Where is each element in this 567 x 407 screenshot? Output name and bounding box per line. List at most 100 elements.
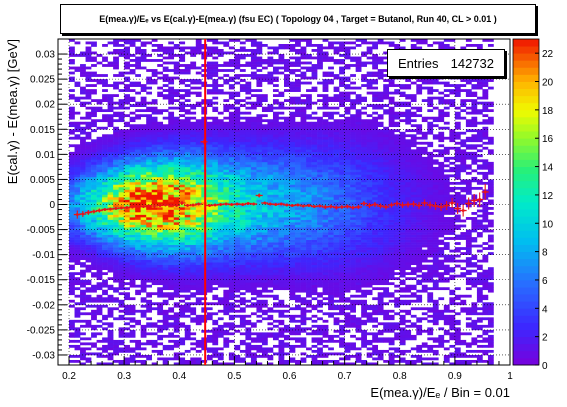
heatmap-cell [173, 302, 180, 306]
heatmap-cell [96, 232, 103, 235]
heatmap-cell [289, 239, 296, 243]
heatmap-cell [168, 322, 175, 326]
heatmap-cell [80, 279, 86, 283]
heatmap-cell [118, 249, 125, 253]
heatmap-cell [206, 69, 213, 72]
heatmap-cell [300, 252, 307, 255]
heatmap-cell [124, 41, 130, 45]
heatmap-cell [256, 244, 263, 248]
heatmap-cell [306, 347, 312, 351]
heatmap-cell [272, 149, 279, 153]
heatmap-cell [124, 184, 130, 188]
heatmap-cell [190, 234, 197, 238]
heatmap-cell [295, 284, 301, 288]
heatmap-cell [267, 134, 274, 138]
heatmap-cell [195, 196, 202, 200]
heatmap-cell [74, 332, 81, 336]
heatmap-cell [322, 202, 329, 205]
heatmap-cell [239, 257, 246, 260]
heatmap-cell [284, 274, 290, 278]
heatmap-cell [278, 327, 285, 331]
heatmap-cell [135, 359, 141, 363]
heatmap-cell [295, 96, 301, 100]
heatmap-cell [256, 169, 263, 173]
heatmap-cell [85, 189, 92, 193]
heatmap-cell [146, 269, 153, 273]
heatmap-cell [245, 196, 252, 200]
heatmap-cell [135, 222, 141, 225]
heatmap-cell [245, 254, 252, 258]
heatmap-cell [140, 136, 147, 140]
heatmap-cell [168, 51, 175, 55]
heatmap-cell [212, 41, 219, 45]
heatmap-cell [256, 237, 263, 240]
heatmap-cell [234, 267, 241, 271]
heatmap-cell [278, 194, 285, 198]
heatmap-cell [228, 134, 235, 138]
heatmap-cell [223, 272, 230, 276]
heatmap-cell [69, 264, 75, 268]
heatmap-cell [184, 134, 191, 138]
heatmap-cell [311, 252, 318, 255]
heatmap-cell [173, 99, 180, 102]
heatmap-cell [195, 274, 202, 278]
heatmap-cell [184, 327, 191, 331]
heatmap-cell [146, 126, 153, 130]
heatmap-cell [328, 334, 334, 338]
heatmap-cell [80, 337, 86, 341]
heatmap-cell [223, 174, 230, 178]
heatmap-cell [267, 141, 274, 145]
heatmap-cell [184, 297, 191, 301]
heatmap-cell [333, 126, 340, 130]
heatmap-cell [113, 119, 119, 123]
heatmap-cell [328, 339, 334, 343]
heatmap-cell [322, 249, 329, 253]
heatmap-cell [96, 272, 103, 276]
heatmap-cell [250, 207, 257, 210]
heatmap-cell [195, 171, 202, 175]
heatmap-cell [212, 49, 219, 52]
heatmap-cell [311, 196, 318, 200]
heatmap-cell [250, 181, 257, 185]
heatmap-cell [223, 109, 230, 113]
heatmap-cell [234, 359, 241, 363]
heatmap-cell [289, 114, 296, 118]
heatmap-cell [168, 119, 175, 123]
heatmap-cell [157, 64, 164, 67]
heatmap-cell [69, 176, 75, 180]
heatmap-cell [157, 196, 164, 200]
heatmap-cell [179, 89, 186, 92]
heatmap-cell [74, 354, 81, 358]
heatmap-cell [173, 259, 180, 263]
heatmap-cell [322, 189, 329, 193]
heatmap-cell [339, 289, 345, 293]
heatmap-cell [239, 279, 246, 283]
heatmap-cell [306, 61, 312, 65]
heatmap-cell [140, 359, 147, 363]
heatmap-cell [339, 299, 345, 303]
heatmap-cell [328, 227, 334, 230]
heatmap-cell [151, 194, 158, 198]
heatmap-cell [212, 209, 219, 213]
heatmap-cell [328, 304, 334, 308]
heatmap-cell [206, 144, 213, 148]
heatmap-cell [239, 74, 246, 77]
heatmap-cell [250, 149, 257, 153]
heatmap-cell [124, 169, 130, 173]
heatmap-cell [124, 272, 130, 276]
heatmap-cell [157, 71, 164, 75]
heatmap-cell [278, 299, 285, 303]
heatmap-cell [162, 312, 169, 316]
heatmap-cell [85, 204, 92, 208]
heatmap-cell [311, 214, 318, 218]
heatmap-cell [162, 179, 169, 183]
heatmap-cell [311, 151, 318, 155]
heatmap-cell [311, 189, 318, 193]
heatmap-cell [135, 229, 141, 233]
heatmap-cell [173, 219, 180, 223]
heatmap-cell [91, 91, 97, 95]
heatmap-cell [135, 269, 141, 273]
heatmap-cell [85, 126, 92, 130]
heatmap-cell [284, 139, 290, 143]
heatmap-cell [234, 279, 241, 283]
